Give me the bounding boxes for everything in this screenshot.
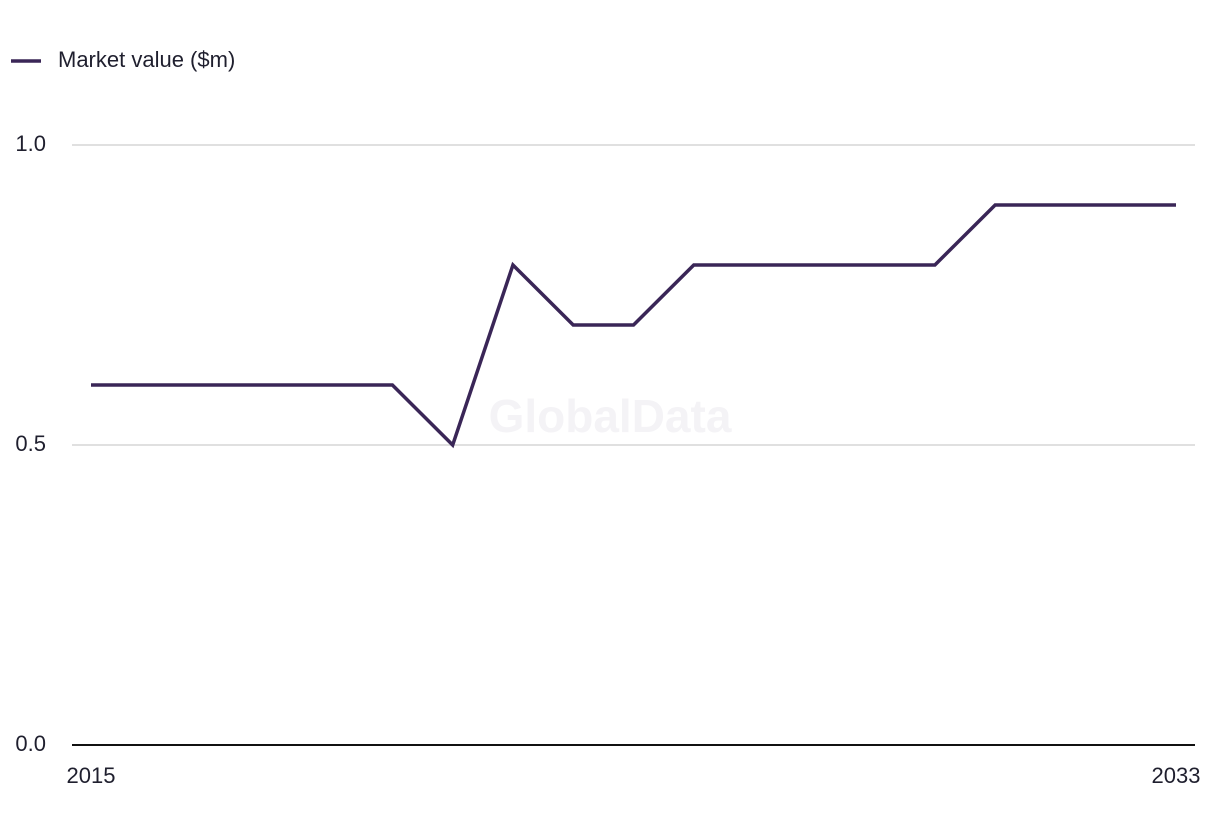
y-tick-label: 0.0 (15, 731, 46, 756)
x-tick-label: 2033 (1152, 763, 1201, 788)
x-tick-label: 2015 (67, 763, 116, 788)
data-line (91, 203, 1176, 449)
y-tick-label: 0.5 (15, 431, 46, 456)
watermark: GlobalData (489, 390, 732, 442)
y-tick-label: 1.0 (15, 131, 46, 156)
legend-label: Market value ($m) (58, 47, 235, 72)
